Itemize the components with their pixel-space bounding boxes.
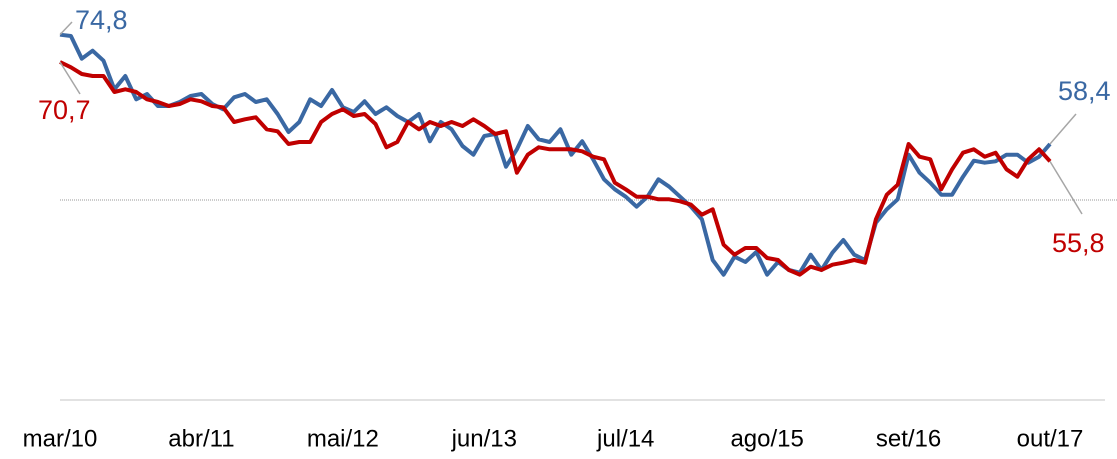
x-tick-label: set/16 [876, 425, 941, 452]
data-label: 55,8 [1052, 228, 1105, 258]
data-label: 58,4 [1058, 76, 1111, 106]
leader-line [1049, 160, 1083, 215]
leader-line [1049, 113, 1077, 145]
x-tick-label: mar/10 [23, 425, 98, 452]
leader-line [59, 21, 73, 36]
series-line [59, 32, 1052, 277]
x-tick-label: jun/13 [451, 425, 517, 452]
x-tick-label: ago/15 [730, 425, 803, 452]
series-line [59, 60, 1052, 277]
x-tick-label: out/17 [1017, 425, 1084, 452]
x-tick-label: jul/14 [596, 425, 654, 452]
data-label: 74,8 [75, 5, 128, 35]
x-tick-label: abr/11 [168, 425, 234, 452]
x-tick-label: mai/12 [307, 425, 379, 452]
leader-line [59, 61, 81, 95]
data-label: 70,7 [38, 95, 91, 125]
